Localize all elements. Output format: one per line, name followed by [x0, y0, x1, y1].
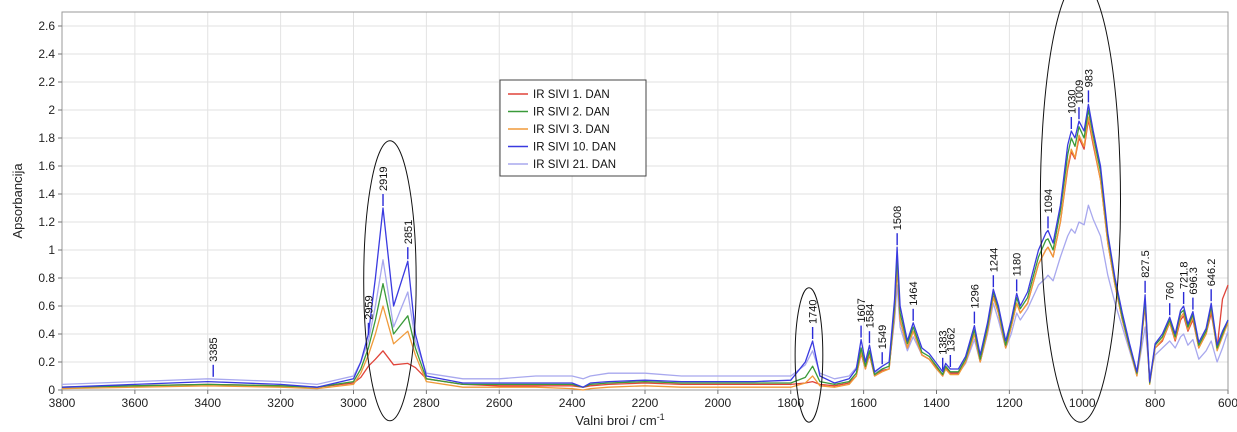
- y-tick-label: 1: [48, 243, 55, 257]
- annotation-label: 1607: [856, 298, 868, 322]
- x-tick-label: 2800: [413, 396, 440, 410]
- legend-label: IR SIVI 2. DAN: [533, 107, 610, 119]
- y-tick-label: 1.6: [38, 159, 55, 173]
- x-axis-title-superscript: -1: [657, 412, 665, 422]
- x-axis-title-text: Valni broi / cm: [575, 413, 656, 428]
- x-tick-label: 2400: [559, 396, 586, 410]
- legend-label: IR SIVI 3. DAN: [533, 124, 610, 136]
- y-tick-label: 0.2: [38, 355, 55, 369]
- highlight-ellipse: [794, 287, 824, 423]
- annotation-label: 2919: [378, 167, 390, 191]
- x-axis-title: Valni broi / cm-1: [575, 412, 664, 428]
- x-tick-label: 3400: [194, 396, 221, 410]
- y-tick-label: 0.6: [38, 299, 55, 313]
- annotation-label: 1464: [908, 281, 920, 305]
- annotation-label: 760: [1165, 282, 1177, 300]
- y-tick-label: 0.8: [38, 271, 55, 285]
- highlight-ellipse: [1039, 0, 1121, 423]
- annotation-label: 696.3: [1188, 267, 1200, 295]
- y-tick-label: 0: [48, 383, 55, 397]
- x-tick-label: 2600: [486, 396, 513, 410]
- legend: IR SIVI 1. DAN IR SIVI 2. DAN IR SIVI 3. D…: [499, 79, 647, 177]
- y-tick-label: 2.2: [38, 75, 55, 89]
- y-axis-title: Apsorbancija: [10, 163, 25, 239]
- x-tick-label: 1800: [777, 396, 804, 410]
- annotation-label: 1030: [1066, 90, 1078, 114]
- annotation-label: 983: [1083, 69, 1095, 87]
- x-tick-label: 2000: [705, 396, 732, 410]
- x-tick-label: 3000: [340, 396, 367, 410]
- y-tick-label: 2: [48, 103, 55, 117]
- legend-label: IR SIVI 10. DAN: [533, 142, 616, 154]
- annotation-label: 721.8: [1179, 261, 1191, 289]
- x-tick-label: 3600: [122, 396, 149, 410]
- annotation-label: 1549: [877, 325, 889, 349]
- y-tick-label: 1.8: [38, 131, 55, 145]
- annotation-label: 1362: [945, 328, 957, 352]
- x-tick-label: 600: [1218, 396, 1237, 410]
- x-tick-label: 3200: [267, 396, 294, 410]
- y-tick-label: 1.2: [38, 215, 55, 229]
- highlight-ellipses: [363, 0, 1121, 423]
- x-tick-label: 1600: [850, 396, 877, 410]
- y-tick-label: 1.4: [38, 187, 55, 201]
- annotation-label: 1584: [864, 304, 876, 328]
- annotation-label: 3385: [208, 337, 220, 361]
- annotation-label: 2959: [363, 295, 375, 319]
- y-axis: 0 0.2 0.4 0.6 0.8 1 1.2 1.4 1.6 1.8 2 2.2 2.4 2.6: [38, 19, 62, 397]
- annotation-label: 2851: [403, 220, 415, 244]
- x-tick-label: 2200: [632, 396, 659, 410]
- annotation-label: 1244: [988, 248, 1000, 272]
- annotation-label: 1296: [969, 284, 981, 308]
- legend-label: IR SIVI 1. DAN: [533, 89, 610, 101]
- x-tick-label: 1200: [996, 396, 1023, 410]
- annotation-label: 1094: [1043, 189, 1055, 213]
- highlight-ellipse: [363, 140, 417, 422]
- annotation-label: 646.2: [1206, 259, 1218, 287]
- y-tick-label: 2.6: [38, 19, 55, 33]
- x-tick-label: 1000: [1069, 396, 1096, 410]
- annotation-label: 827.5: [1140, 250, 1152, 278]
- annotation-label: 1740: [808, 300, 820, 324]
- legend-box: [499, 79, 647, 177]
- annotation-label: 1383: [938, 330, 950, 354]
- annotation-label: 1009: [1074, 80, 1086, 104]
- annotation-label: 1508: [892, 206, 904, 230]
- y-tick-label: 0.4: [38, 327, 55, 341]
- series-layer: [61, 103, 1229, 391]
- series-line: [61, 103, 1229, 388]
- x-tick-label: 3800: [49, 396, 76, 410]
- x-tick-label: 1400: [923, 396, 950, 410]
- x-tick-label: 800: [1145, 396, 1165, 410]
- legend-label: IR SIVI 21. DAN: [533, 159, 616, 171]
- x-axis: 3800 3600 3400 3200 3000 2800 2600 2400 2200 2000…: [49, 390, 1237, 410]
- annotation-label: 1180: [1012, 253, 1024, 277]
- y-tick-label: 2.4: [38, 47, 55, 61]
